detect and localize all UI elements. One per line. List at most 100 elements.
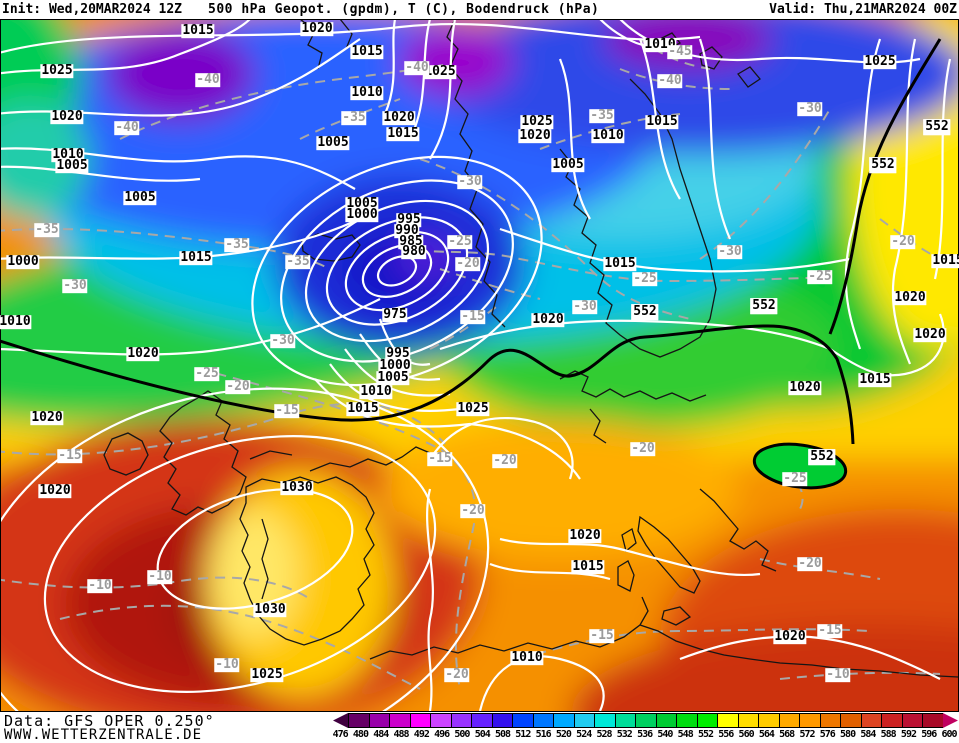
pressure-label: 1015 [603, 256, 637, 272]
pressure-label: 1020 [788, 380, 822, 396]
pressure-label: 1000 [345, 207, 379, 223]
pressure-label: 1025 [423, 64, 457, 80]
colorbar-swatch [573, 713, 595, 728]
geopotential-label: 552 [750, 298, 778, 314]
temperature-label: -25 [807, 269, 833, 285]
temperature-label: -15 [427, 451, 453, 467]
pressure-label: 1030 [253, 602, 287, 618]
colorbar-swatch [450, 713, 472, 728]
colorbar-swatch [532, 713, 554, 728]
colorbar-tick-label: 536 [637, 729, 653, 740]
colorbar-swatch [655, 713, 677, 728]
pressure-label: 1010 [359, 384, 393, 400]
colorbar-swatch [922, 713, 943, 728]
pressure-label: 1020 [568, 528, 602, 544]
colorbar-swatch [512, 713, 533, 728]
pressure-label: 1020 [50, 109, 84, 125]
temperature-label: -10 [87, 578, 113, 594]
colorbar-tick-label: 500 [454, 729, 470, 740]
geopotential-field [0, 19, 959, 712]
website-label: WWW.WETTERZENTRALE.DE [4, 727, 203, 743]
pressure-label: 1020 [893, 290, 927, 306]
temperature-label: -20 [444, 667, 470, 683]
colorbar-tick-label: 480 [352, 729, 369, 740]
pressure-label: 1020 [126, 346, 160, 362]
colorbar-swatch [799, 713, 820, 728]
colorbar-tick-label: 572 [799, 729, 815, 740]
colorbar-swatch [860, 713, 882, 728]
colorbar-tick-label: 584 [860, 729, 876, 740]
pressure-label: 1010 [51, 147, 85, 163]
weather-map-svg [0, 19, 959, 712]
geopotential-label: 552 [808, 449, 836, 465]
colorbar-swatch [491, 713, 513, 728]
pressure-label: 1030 [280, 480, 314, 496]
temperature-label: -35 [285, 254, 311, 270]
pressure-label: 975 [382, 307, 408, 323]
colorbar-tick-label: 532 [616, 729, 633, 740]
colorbar-swatch [819, 713, 841, 728]
pressure-label: 1000 [6, 254, 40, 270]
pressure-label: 1020 [518, 128, 552, 144]
colorbar-tick-label: 552 [697, 729, 714, 740]
colorbar-tick-label: 508 [494, 729, 511, 740]
colorbar-tick-label: 568 [779, 729, 795, 740]
temperature-label: -20 [225, 379, 251, 395]
pressure-label: 1015 [179, 250, 213, 266]
pressure-label: 1015 [386, 126, 420, 142]
pressure-label: 1015 [931, 254, 959, 268]
temperature-label: -15 [817, 623, 843, 639]
init-time-label: Init: Wed,20MAR2024 12Z [2, 2, 183, 17]
colorbar-tick-label: 556 [718, 729, 734, 740]
colorbar-swatch [881, 713, 902, 728]
pressure-label: 1015 [346, 401, 380, 417]
weather-map: 1025 1020 1010 1005 1005 1015 1020 1015 1025 1010… [0, 19, 959, 712]
pressure-label: 1005 [345, 196, 379, 212]
colorbar-swatch [614, 713, 636, 728]
colorbar-swatch [840, 713, 861, 728]
pressure-label: 1005 [55, 158, 89, 174]
colorbar-tick-label: 484 [373, 729, 389, 740]
colorbar-swatch [737, 713, 759, 728]
temperature-label: -25 [447, 234, 473, 250]
pressure-label: 1020 [913, 327, 947, 343]
pressure-label: 1020 [30, 410, 64, 426]
temperature-label: -30 [457, 174, 483, 190]
colorbar-swatch [430, 713, 451, 728]
pressure-label: 1025 [863, 54, 897, 70]
colorbar-swatch [717, 713, 738, 728]
pressure-label: 1010 [510, 650, 544, 666]
temperature-label: -20 [890, 234, 916, 250]
pressure-label: 980 [401, 244, 427, 260]
pressure-label: 1025 [456, 401, 490, 417]
colorbar-tick-label: 548 [677, 729, 694, 740]
colorbar-swatch [676, 713, 697, 728]
temperature-label: -40 [657, 73, 683, 89]
pressure-label: 1010 [591, 128, 625, 144]
temperature-label: -15 [57, 448, 83, 464]
colorbar-tick-label: 488 [393, 729, 410, 740]
colorbar-swatch [553, 713, 574, 728]
temperature-label: -25 [782, 471, 808, 487]
colorbar-swatch [594, 713, 615, 728]
pressure-label: 1010 [350, 85, 384, 101]
pressure-label: 1015 [858, 372, 892, 388]
pressure-label: 1020 [773, 629, 807, 645]
temperature-label: -30 [270, 333, 296, 349]
temperature-label: -25 [194, 366, 220, 382]
colorbar-swatch [389, 713, 410, 728]
colorbar-tick-label: 564 [758, 729, 775, 740]
colorbar-tick-label: 512 [515, 729, 531, 740]
temperature-label: -20 [492, 453, 518, 469]
pressure-label: 1025 [40, 63, 74, 79]
data-source-label: Data: GFS OPER 0.250° [4, 712, 215, 730]
pressure-label: 1020 [382, 110, 416, 126]
colorbar-swatch [778, 713, 800, 728]
pressure-label: 1020 [531, 312, 565, 328]
pressure-label: 1020 [300, 21, 334, 37]
temperature-label: -20 [630, 441, 656, 457]
colorbar-tick-label: 592 [900, 729, 917, 740]
colorbar-swatch [696, 713, 718, 728]
pressure-label: 1005 [376, 370, 410, 386]
geopotential-label: 552 [923, 119, 951, 135]
